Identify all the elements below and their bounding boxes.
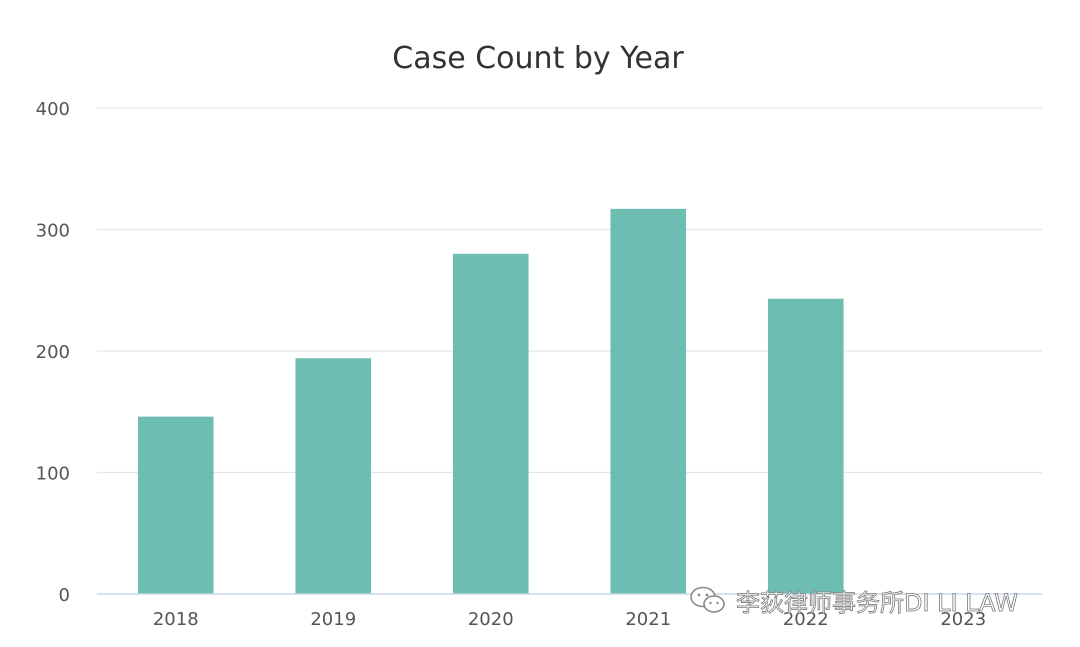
x-tick-label: 2022	[783, 609, 829, 630]
x-tick-label: 2021	[625, 609, 671, 630]
bar-2020	[452, 253, 529, 595]
x-tick-label: 2019	[310, 609, 356, 630]
y-tick-label: 400	[36, 99, 70, 120]
bar-2018	[137, 416, 214, 594]
y-tick-label: 100	[36, 464, 70, 485]
bar-2022	[767, 298, 844, 594]
x-axis-ticks: 2018 2019 2020 2021 2022 2023	[153, 609, 986, 630]
x-tick-label: 2020	[468, 609, 514, 630]
y-tick-label: 300	[36, 221, 70, 242]
gridlines	[97, 107, 1042, 474]
bar-2019	[295, 358, 372, 594]
y-tick-label: 0	[59, 585, 70, 606]
bars	[137, 208, 844, 595]
y-tick-label: 200	[36, 342, 70, 363]
x-tick-label: 2023	[940, 609, 986, 630]
bar-2021	[610, 208, 687, 594]
x-tick-label: 2018	[153, 609, 199, 630]
chart-title: Case Count by Year	[392, 41, 684, 76]
y-axis-ticks: 0 100 200 300 400	[36, 99, 70, 606]
